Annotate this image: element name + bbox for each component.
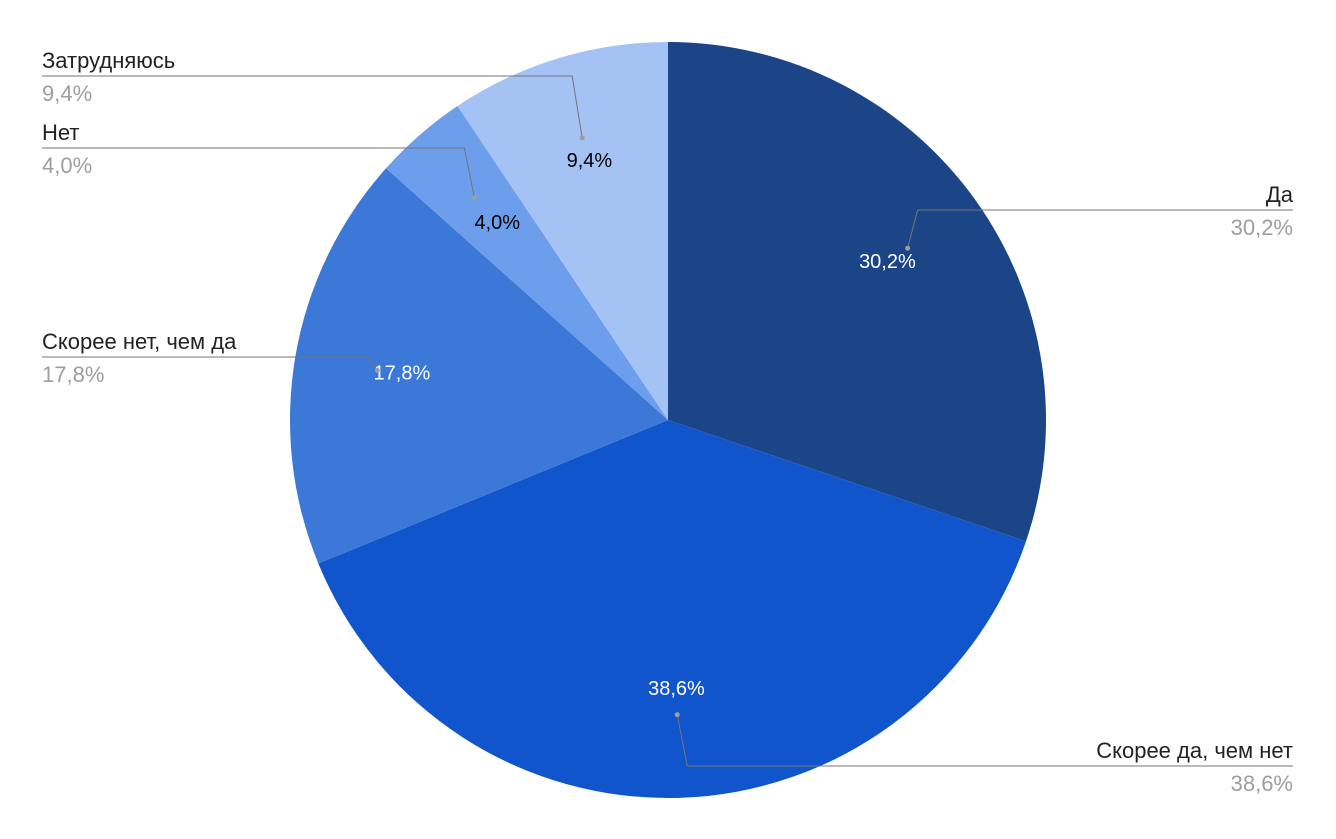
callout-anchor-dot	[905, 245, 911, 251]
callout-leader-line	[42, 75, 583, 139]
slice-value-label: 17,8%	[374, 363, 431, 385]
callout-leader-line	[42, 147, 475, 198]
callout-category-label: Скорее да, чем нет	[1096, 738, 1293, 763]
callout-percent-label: 9,4%	[42, 81, 92, 106]
callout-leader-line	[676, 714, 1293, 767]
pie-slice-3	[290, 168, 668, 564]
callout-anchor-dot	[674, 712, 680, 718]
callout-labels: Да 30,2% Скорее да, чем нет 38,6% Скорее нет…	[42, 48, 1294, 796]
callout-anchor-dot	[579, 135, 585, 141]
callout-anchor-dot	[471, 195, 477, 201]
pie-slices	[290, 41, 1046, 798]
slice-value-labels: 30,2% 38,6% 17,8% 4,0% 9,4%	[374, 150, 916, 700]
callout-percent-label: 38,6%	[1231, 771, 1293, 796]
callout-category-label: Нет	[42, 120, 79, 145]
callout-category-label: Затрудняюсь	[42, 48, 175, 73]
pie-slice-2	[318, 420, 1027, 798]
pie-slice-1	[668, 42, 1046, 542]
slice-value-label: 9,4%	[567, 150, 613, 172]
callout-anchor-dot	[374, 367, 380, 373]
callout-category-label: Скорее нет, чем да	[42, 329, 237, 354]
callout-leader-line	[42, 356, 378, 371]
pie-slice-5	[457, 41, 668, 420]
callout-category-label: Да	[1266, 182, 1294, 207]
slice-value-label: 38,6%	[648, 678, 705, 700]
slice-value-label: 30,2%	[859, 251, 916, 273]
pie-slice-4	[386, 106, 668, 420]
callout-percent-label: 30,2%	[1231, 215, 1293, 240]
callout-percent-label: 4,0%	[42, 153, 92, 178]
callout-leader-line	[907, 209, 1293, 249]
callout-percent-label: 17,8%	[42, 362, 104, 387]
slice-value-label: 4,0%	[474, 212, 520, 234]
